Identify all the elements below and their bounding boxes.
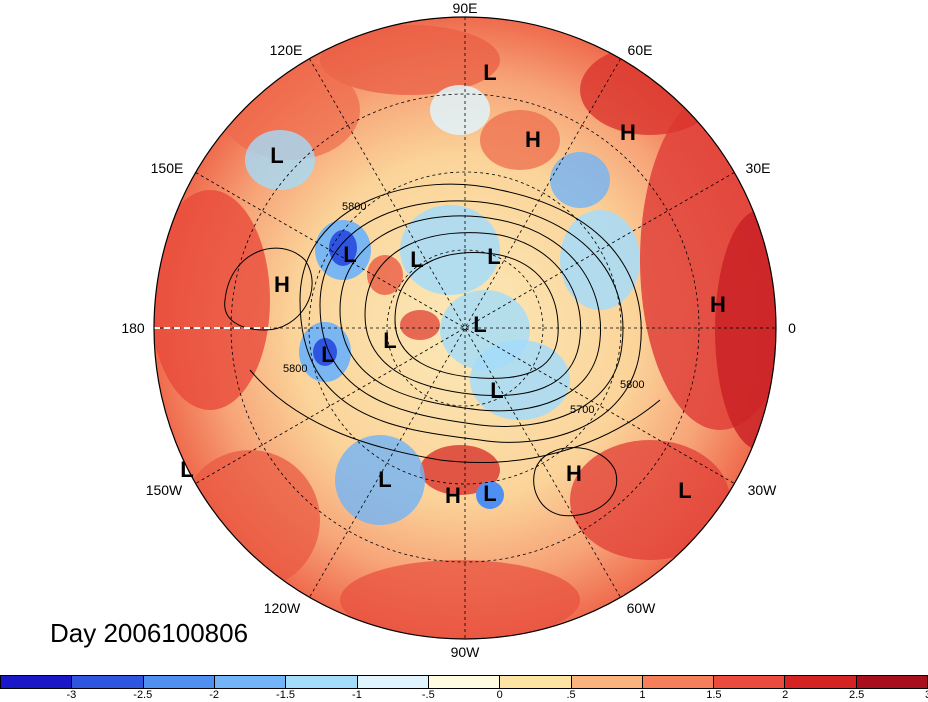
lon-label-180: 180 <box>121 320 145 336</box>
contour-label: 5800 <box>283 363 307 375</box>
high-marker: H <box>710 292 726 317</box>
high-marker: H <box>525 127 541 152</box>
lon-label-90w: 90W <box>451 644 481 660</box>
colorbar-segment <box>72 676 144 688</box>
lon-label-120w: 120W <box>264 600 301 616</box>
high-marker: H <box>566 461 582 486</box>
height-contours <box>224 183 661 517</box>
low-marker: L <box>473 312 486 337</box>
low-marker: L <box>483 481 496 506</box>
colorbar-segment <box>1 676 73 688</box>
colorbar-tick-label: 2.5 <box>848 689 865 701</box>
colorbar-segment <box>500 676 572 688</box>
low-marker: L <box>383 328 396 353</box>
colorbar-segment <box>571 676 643 688</box>
low-marker: L <box>180 457 193 482</box>
colorbar-tick-label: -2.5 <box>133 689 153 701</box>
low-marker: L <box>678 478 691 503</box>
colorbar-segment <box>428 676 501 688</box>
colorbar-tick-label: 1 <box>639 689 646 701</box>
lon-label-150w: 150W <box>146 482 183 498</box>
contour-label: 5800 <box>620 379 644 391</box>
lon-label-60e: 60E <box>628 42 653 58</box>
high-marker: H <box>274 272 290 297</box>
colorbar-tick-label: -2 <box>209 689 220 701</box>
graticule <box>154 17 776 639</box>
colorbar-tick-label: 0 <box>496 689 503 701</box>
colorbar-tick-label: 3 <box>925 689 928 701</box>
low-marker: L <box>378 467 391 492</box>
colorbar-tick-label: -3 <box>66 689 77 701</box>
colorbar-segment <box>357 676 429 688</box>
map-title: Day 2006100806 <box>50 618 249 648</box>
colorbar-segment <box>214 676 287 688</box>
colorbar-labels: -3 -2.5 -2 -1.5 -1 -.5 0 .5 1 1.5 2 2.5 3 <box>0 689 928 702</box>
colorbar-segment <box>714 676 786 688</box>
low-marker: L <box>321 342 334 367</box>
map-boundary <box>153 16 777 640</box>
high-marker: H <box>620 120 636 145</box>
colorbar <box>0 675 928 689</box>
colorbar-segment <box>642 676 715 688</box>
lon-label-150e: 150E <box>151 160 184 176</box>
low-marker: L <box>410 247 423 272</box>
lon-label-120e: 120E <box>270 42 303 58</box>
contour-label: 5800 <box>342 201 366 213</box>
low-marker: L <box>343 242 356 267</box>
colorbar-tick-label: -.5 <box>421 689 435 701</box>
colorbar-tick-label: 1.5 <box>706 689 722 701</box>
lon-label-90e: 90E <box>453 0 478 16</box>
lon-label-0: 0 <box>788 320 796 336</box>
polar-map: 5800 5800 5700 5800 90E 60E 30E 0 30W 60… <box>121 0 796 660</box>
colorbar-tick-label: -1.5 <box>276 689 296 701</box>
colorbar-segment <box>143 676 215 688</box>
contour-label: 5700 <box>570 404 594 416</box>
colorbar-tick-label: 2 <box>782 689 789 701</box>
colorbar-segment <box>856 676 928 688</box>
colorbar-tick-label: -1 <box>352 689 362 701</box>
high-marker: H <box>445 483 461 508</box>
colorbar-tick-label: .5 <box>566 689 576 701</box>
low-marker: L <box>490 378 503 403</box>
pressure-systems: L H H L L L L H H L L L L L L H H L L H <box>180 60 726 508</box>
colorbar-segment <box>286 676 358 688</box>
low-marker: L <box>487 244 500 269</box>
lon-label-30w: 30W <box>748 482 778 498</box>
lon-label-60w: 60W <box>627 600 657 616</box>
lon-label-30e: 30E <box>746 160 771 176</box>
low-marker: L <box>483 60 496 85</box>
low-marker: L <box>270 143 283 168</box>
colorbar-segment <box>785 676 857 688</box>
